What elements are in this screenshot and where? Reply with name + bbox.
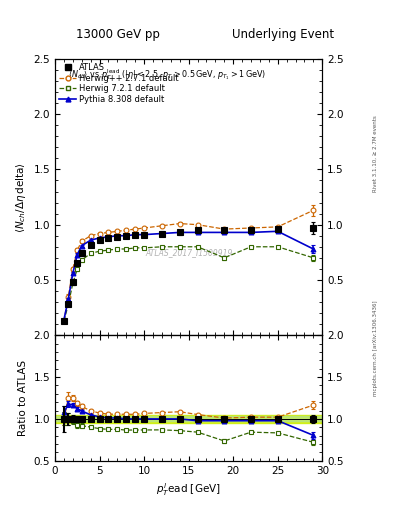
X-axis label: $p_T^l\mathrm{ead}$ [GeV]: $p_T^l\mathrm{ead}$ [GeV]	[156, 481, 221, 498]
Text: 13000 GeV pp: 13000 GeV pp	[76, 28, 160, 41]
Legend: ATLAS, Herwig++ 2.7.1 default, Herwig 7.2.1 default, Pythia 8.308 default: ATLAS, Herwig++ 2.7.1 default, Herwig 7.…	[57, 61, 180, 105]
Text: $\langle N_{ch}\rangle$ vs $p_T^{\rm lead}$ ($|\eta| < 2.5,\, p_T > 0.5\,{\rm Ge: $\langle N_{ch}\rangle$ vs $p_T^{\rm lea…	[68, 67, 266, 82]
Text: Rivet 3.1.10, ≥ 2.7M events: Rivet 3.1.10, ≥ 2.7M events	[373, 115, 378, 192]
Y-axis label: $\langle N_{ch} / \Delta\eta\,\mathrm{delta}\rangle$: $\langle N_{ch} / \Delta\eta\,\mathrm{de…	[14, 162, 28, 232]
Text: mcplots.cern.ch [arXiv:1306.3436]: mcplots.cern.ch [arXiv:1306.3436]	[373, 301, 378, 396]
Text: Underlying Event: Underlying Event	[232, 28, 334, 41]
Text: ATLAS_2017_I1509919: ATLAS_2017_I1509919	[145, 248, 232, 257]
Y-axis label: Ratio to ATLAS: Ratio to ATLAS	[18, 360, 28, 436]
